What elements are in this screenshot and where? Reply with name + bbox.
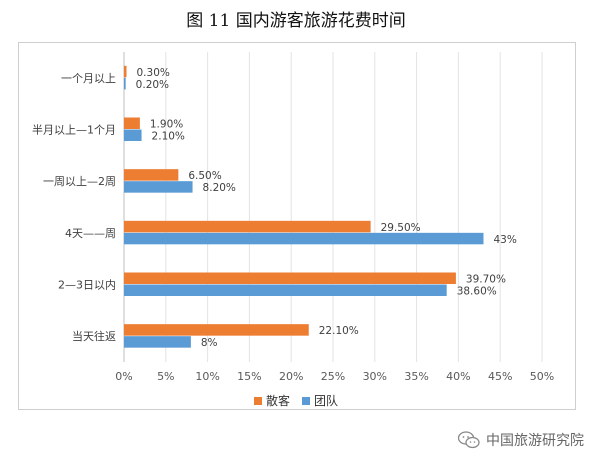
x-tick-label: 5% [157, 370, 174, 383]
x-tick-label: 30% [363, 370, 387, 383]
legend-swatch [253, 396, 262, 405]
category-label: 一周以上—2周 [43, 175, 116, 188]
data-label: 8.20% [203, 182, 236, 194]
legend-label: 散客 [265, 394, 290, 408]
bar-tuandui [124, 336, 191, 348]
category-label: 半月以上—1个月 [32, 123, 116, 137]
legend-swatch [302, 396, 310, 405]
x-tick-label: 35% [404, 370, 428, 383]
chart-frame [18, 42, 576, 410]
legend-item: 团队 [302, 392, 338, 409]
chart-title: 图 11 国内游客旅游花费时间 [186, 11, 406, 31]
x-tick-label: 10% [195, 370, 219, 383]
wechat-icon [458, 431, 480, 449]
data-label: 22.10% [319, 325, 359, 337]
data-label: 0.30% [137, 67, 170, 79]
bar-tuandui [124, 77, 126, 90]
category-label: 一个月以上 [61, 72, 116, 85]
bar-sanke [124, 272, 456, 284]
data-label: 39.70% [466, 274, 506, 286]
x-tick-label: 25% [321, 370, 345, 383]
watermark-text: 中国旅游研究院 [486, 433, 584, 449]
category-label: 4天——周 [65, 227, 116, 240]
data-label: 8% [201, 337, 218, 349]
data-label: 43% [493, 234, 516, 246]
legend-item: 散客 [253, 392, 290, 409]
bar-sanke [124, 220, 371, 233]
x-tick-label: 20% [279, 370, 303, 383]
data-label: 2.10% [152, 131, 185, 143]
legend-label: 团队 [314, 394, 339, 408]
data-label: 29.50% [381, 222, 421, 234]
data-label: 0.20% [136, 79, 169, 91]
x-tick-label: 50% [530, 370, 554, 383]
bar-tuandui [124, 181, 193, 193]
watermark: 中国旅游研究院 [458, 430, 584, 450]
bar-sanke [124, 65, 127, 78]
chart-legend: 散客 团队 [0, 392, 592, 409]
x-tick-label: 45% [488, 370, 512, 383]
x-tick-label: 15% [237, 370, 261, 383]
x-tick-label: 40% [446, 370, 470, 383]
x-tick-label: 0% [115, 370, 132, 383]
data-label: 6.50% [188, 170, 221, 182]
category-label: 2—3日以内 [58, 278, 116, 292]
data-label: 1.90% [150, 119, 183, 131]
bar-sanke [124, 324, 309, 336]
bar-tuandui [124, 129, 142, 141]
bar-sanke [124, 117, 140, 129]
data-label: 38.60% [457, 286, 497, 298]
bar-sanke [124, 169, 179, 181]
category-label: 当天往返 [72, 329, 116, 343]
bar-tuandui [124, 284, 447, 296]
bar-tuandui [124, 232, 484, 245]
